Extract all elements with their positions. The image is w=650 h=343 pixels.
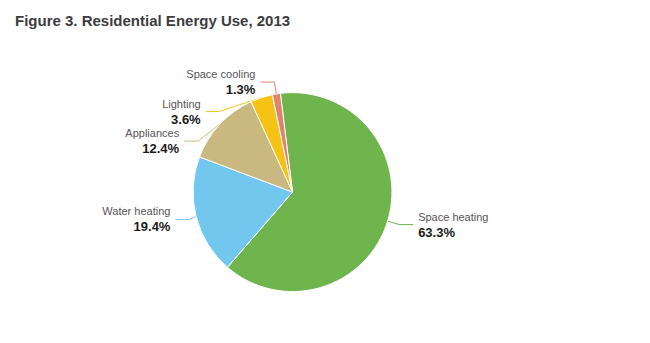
svg-text:Space heating: Space heating	[418, 211, 488, 223]
svg-text:Appliances: Appliances	[125, 127, 179, 139]
svg-text:12.4%: 12.4%	[142, 141, 179, 156]
svg-text:Lighting: Lighting	[162, 98, 201, 110]
svg-text:Figure 3. Residential Energy U: Figure 3. Residential Energy Use, 2013	[15, 12, 290, 29]
svg-text:19.4%: 19.4%	[134, 219, 171, 234]
svg-text:Water heating: Water heating	[102, 205, 170, 217]
svg-text:Space cooling: Space cooling	[186, 68, 255, 80]
svg-text:1.3%: 1.3%	[226, 82, 256, 97]
svg-text:3.6%: 3.6%	[171, 112, 201, 127]
svg-text:63.3%: 63.3%	[418, 225, 455, 240]
